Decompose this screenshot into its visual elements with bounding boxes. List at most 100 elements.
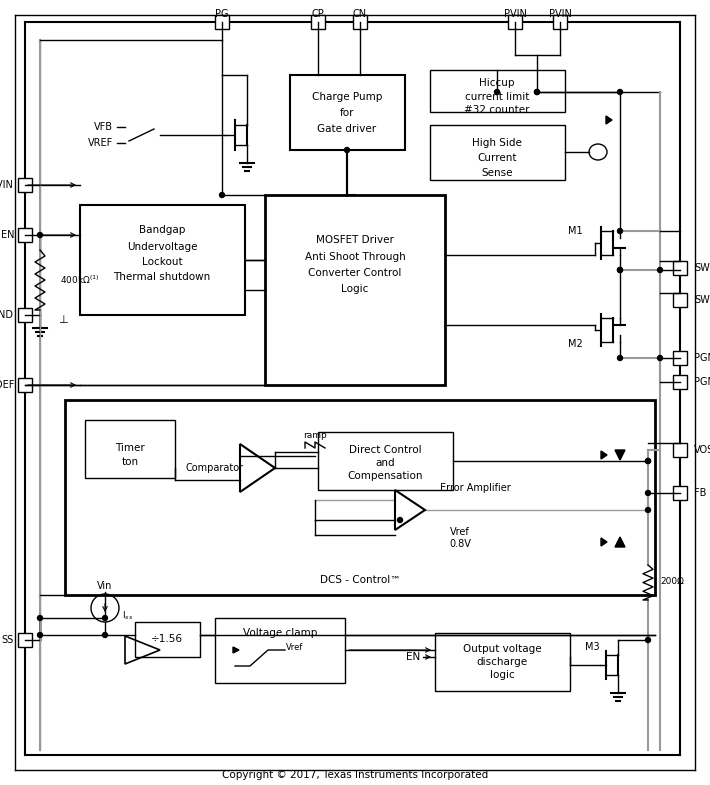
Bar (430, 70, 565, 112)
Circle shape (494, 89, 500, 94)
Circle shape (535, 89, 540, 94)
Text: High Side: High Side (472, 138, 522, 148)
Text: #32 counter: #32 counter (464, 105, 530, 115)
Text: CP: CP (312, 9, 324, 19)
Text: DCS - Control™: DCS - Control™ (320, 575, 400, 585)
Polygon shape (615, 450, 625, 460)
Text: PG: PG (215, 9, 229, 19)
Text: I$_{ss}$: I$_{ss}$ (122, 610, 133, 623)
Bar (85, 420, 175, 478)
Text: EN: EN (405, 652, 420, 662)
Text: Voltage clamp: Voltage clamp (243, 628, 317, 638)
Polygon shape (233, 647, 239, 653)
Circle shape (398, 517, 403, 523)
Bar (673, 261, 687, 275)
Circle shape (618, 228, 623, 233)
Circle shape (38, 615, 43, 620)
Bar (430, 125, 565, 180)
Text: Vin: Vin (97, 581, 113, 591)
Circle shape (645, 458, 650, 463)
Text: Direct Control: Direct Control (349, 445, 421, 455)
Polygon shape (615, 537, 625, 547)
Text: SW: SW (694, 295, 710, 305)
Text: Vref: Vref (286, 644, 304, 652)
Bar (265, 195, 445, 385)
Text: Current: Current (477, 153, 517, 163)
Bar (318, 432, 453, 490)
Text: Thermal shutdown: Thermal shutdown (114, 272, 211, 282)
Polygon shape (606, 116, 612, 124)
Text: ramp: ramp (303, 432, 327, 440)
Text: AVIN: AVIN (0, 180, 14, 190)
Bar (215, 618, 345, 683)
Bar (673, 443, 687, 457)
Bar (215, 15, 229, 29)
Circle shape (618, 356, 623, 360)
Polygon shape (601, 451, 607, 459)
Text: 400kΩ$^{(1)}$: 400kΩ$^{(1)}$ (60, 274, 100, 287)
Text: Sense: Sense (481, 168, 513, 178)
Circle shape (618, 268, 623, 272)
Text: Anti Shoot Through: Anti Shoot Through (305, 252, 405, 262)
Text: Error Amplifier: Error Amplifier (440, 483, 510, 493)
Text: M3: M3 (585, 642, 600, 652)
Text: current limit: current limit (465, 92, 529, 102)
Text: Output voltage: Output voltage (463, 644, 541, 654)
Circle shape (618, 89, 623, 94)
Text: VFB: VFB (94, 122, 113, 132)
Text: PGND: PGND (694, 353, 710, 363)
Circle shape (657, 356, 662, 360)
Text: Logic: Logic (342, 284, 368, 294)
Text: VREF: VREF (88, 138, 113, 148)
Text: and: and (375, 458, 395, 468)
Text: Copyright © 2017, Texas Instruments Incorporated: Copyright © 2017, Texas Instruments Inco… (222, 770, 488, 780)
Text: Hiccup: Hiccup (479, 78, 515, 88)
Bar (311, 15, 325, 29)
Text: for: for (340, 108, 354, 118)
Text: Converter Control: Converter Control (308, 268, 402, 278)
Text: Undervoltage: Undervoltage (127, 242, 197, 252)
Bar (353, 15, 367, 29)
Text: Charge Pump: Charge Pump (312, 92, 382, 102)
Text: Timer: Timer (115, 443, 145, 453)
Circle shape (102, 615, 107, 620)
Text: AGND: AGND (0, 310, 14, 320)
Text: PVIN: PVIN (503, 9, 526, 19)
Text: PGND: PGND (694, 377, 710, 387)
Bar (673, 375, 687, 389)
Bar (80, 205, 245, 315)
Bar (18, 633, 32, 647)
Text: M1: M1 (569, 226, 583, 236)
Bar (290, 75, 405, 150)
Text: VOS: VOS (694, 445, 710, 455)
Text: EN: EN (1, 230, 14, 240)
Bar (18, 178, 32, 192)
Circle shape (645, 491, 650, 495)
Text: Comparator: Comparator (186, 463, 244, 473)
Text: discharge: discharge (476, 657, 528, 667)
Circle shape (645, 637, 650, 642)
Circle shape (102, 633, 107, 637)
Text: Lockout: Lockout (142, 257, 182, 267)
Bar (508, 15, 522, 29)
Circle shape (535, 89, 540, 94)
Circle shape (657, 268, 662, 272)
Text: MOSFET Driver: MOSFET Driver (316, 235, 394, 245)
Bar (18, 228, 32, 242)
Bar (673, 486, 687, 500)
Circle shape (645, 507, 650, 513)
Text: SW: SW (694, 263, 710, 273)
Text: SS: SS (1, 635, 14, 645)
Text: ÷1.56: ÷1.56 (151, 634, 183, 644)
Text: 200Ω: 200Ω (660, 578, 684, 586)
Text: Vref: Vref (450, 527, 470, 537)
Text: 0.8V: 0.8V (449, 539, 471, 549)
Text: FB: FB (694, 488, 706, 498)
Bar (65, 400, 655, 595)
Text: Compensation: Compensation (347, 471, 422, 481)
Circle shape (219, 192, 224, 198)
Text: Gate driver: Gate driver (317, 124, 376, 134)
Circle shape (344, 148, 349, 152)
Bar (435, 633, 570, 691)
Bar (673, 351, 687, 365)
